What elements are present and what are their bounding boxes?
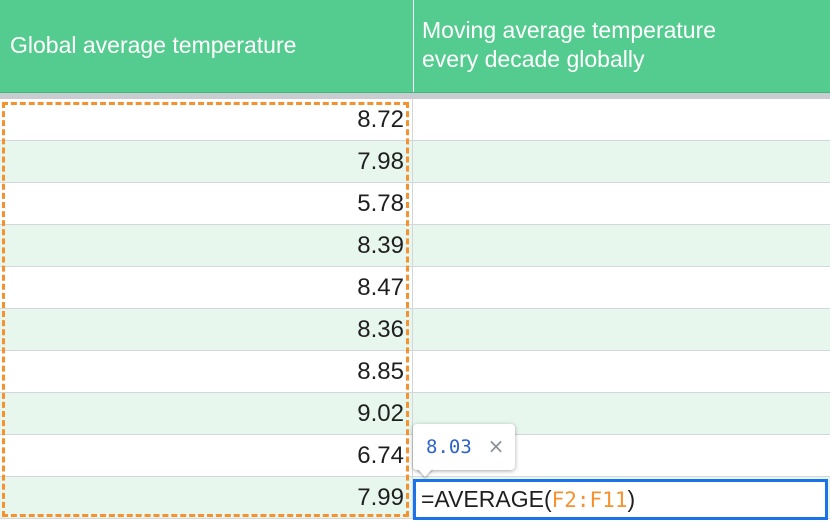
temperature-cell[interactable]: 7.98 [0,141,413,183]
table-row: 8.72 [0,99,830,141]
moving-average-cell[interactable] [413,267,830,309]
moving-average-cell[interactable] [413,351,830,393]
table-row: 7.98 [0,141,830,183]
moving-average-cell[interactable] [413,141,830,183]
temperature-cell[interactable]: 8.39 [0,225,413,267]
tooltip-pointer [417,468,433,477]
temperature-cell[interactable]: 8.85 [0,351,413,393]
moving-average-cell[interactable] [413,99,830,141]
formula-result-tooltip: 8.03 × [413,424,515,470]
temperature-cell[interactable]: 6.74 [0,435,413,477]
moving-average-cell[interactable] [413,393,830,435]
table-row: 8.39 [0,225,830,267]
column-header-global-average[interactable]: Global average temperature [0,0,413,92]
column-header-moving-average[interactable]: Moving average temperature every decade … [413,0,830,92]
formula-function: =AVERAGE [421,486,544,512]
moving-average-cell[interactable] [413,435,830,477]
temperature-cell[interactable]: 8.47 [0,267,413,309]
moving-average-cell[interactable] [413,225,830,267]
frozen-row-separator[interactable] [0,93,830,99]
column-header-global-average-label: Global average temperature [10,32,297,58]
active-formula-cell[interactable]: =AVERAGE(F2:F11) [413,479,828,520]
table-row: 8.36 [0,309,830,351]
close-icon[interactable]: × [487,434,505,458]
formula-close-paren: ) [627,486,636,512]
temperature-cell[interactable]: 8.72 [0,99,413,141]
moving-average-cell[interactable] [413,183,830,225]
table-row: 8.47 [0,267,830,309]
moving-average-cell[interactable] [413,309,830,351]
formula-range-reference: F2:F11 [551,488,628,512]
column-header-moving-average-line2: every decade globally [422,46,645,72]
column-header-moving-average-line1: Moving average temperature [422,17,717,43]
formula-result-value: 8.03 [426,436,472,458]
temperature-cell[interactable]: 5.78 [0,183,413,225]
temperature-cell[interactable]: 9.02 [0,393,413,435]
formula-open-paren: ( [543,486,552,512]
header-row: Global average temperature Moving averag… [0,0,830,93]
temperature-cell[interactable]: 8.36 [0,309,413,351]
table-row: 8.85 [0,351,830,393]
temperature-cell[interactable]: 7.99 [0,477,413,519]
table-row: 5.78 [0,183,830,225]
